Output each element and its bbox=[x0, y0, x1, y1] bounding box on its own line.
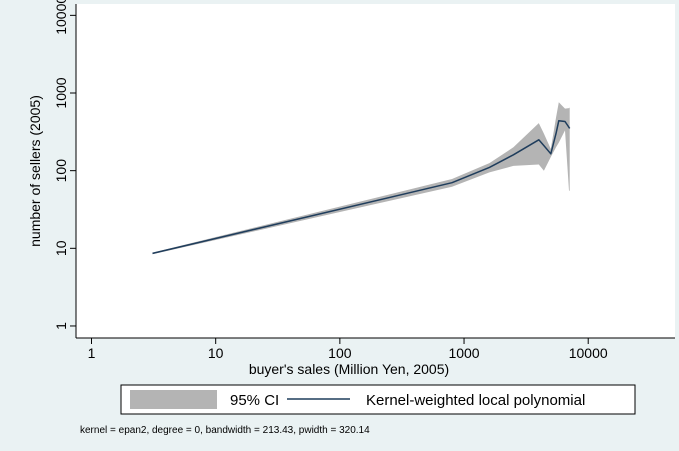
x-tick-label: 100 bbox=[328, 345, 352, 361]
y-tick-label: 10000 bbox=[53, 0, 69, 35]
x-axis-title: buyer's sales (Million Yen, 2005) bbox=[249, 361, 449, 377]
y-tick-label: 1 bbox=[53, 322, 69, 330]
y-tick-label: 100 bbox=[53, 159, 69, 183]
x-tick-label: 10000 bbox=[569, 345, 608, 361]
y-axis-title: number of sellers (2005) bbox=[27, 95, 43, 247]
legend-ci-swatch bbox=[130, 390, 217, 409]
y-tick-label: 10 bbox=[53, 240, 69, 256]
line-layer bbox=[152, 119, 571, 255]
x-tick-label: 1000 bbox=[448, 345, 479, 361]
legend-line-label: Kernel-weighted local polynomial bbox=[366, 392, 585, 409]
plot-area bbox=[76, 4, 675, 338]
x-tick-label: 10 bbox=[208, 345, 224, 361]
legend-ci-label: 95% CI bbox=[230, 392, 279, 409]
y-tick-label: 1000 bbox=[53, 77, 69, 108]
fit-line bbox=[152, 119, 571, 255]
legend: 95% CI Kernel-weighted local polynomial bbox=[120, 384, 636, 415]
note-text: kernel = epan2, degree = 0, bandwidth = … bbox=[80, 425, 370, 436]
x-tick-label: 1 bbox=[88, 345, 96, 361]
axes-layer: 1 10 100 1000 10000 1 10 100 1000 10000 bbox=[53, 0, 675, 361]
